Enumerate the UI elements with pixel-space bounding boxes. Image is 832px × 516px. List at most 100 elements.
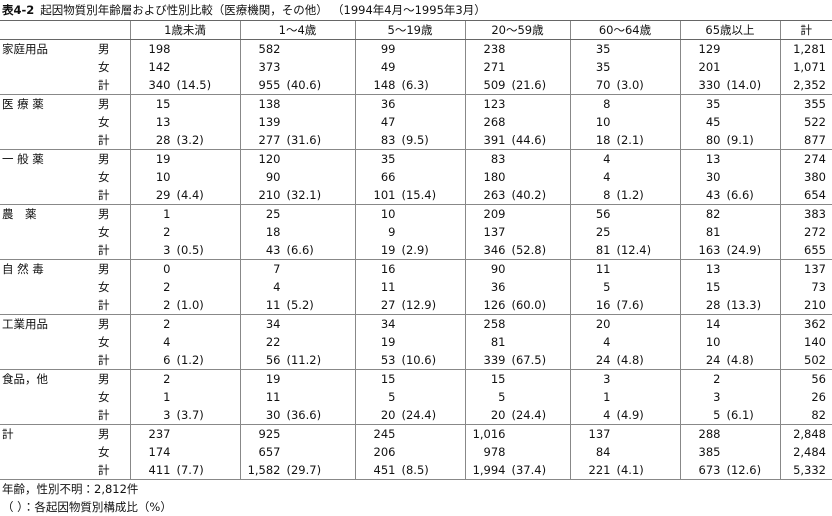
count-cell: 340 (14.5) — [129, 76, 240, 95]
share: (4.4) — [176, 188, 204, 202]
group-name: 農 薬 — [0, 204, 85, 260]
total-cell: 274 — [779, 149, 832, 168]
count: 101 — [373, 188, 396, 202]
count-cell: 35 — [569, 58, 680, 76]
count-cell: 245 — [354, 424, 465, 443]
sex-label: 計 — [85, 76, 130, 95]
count: 391 — [483, 133, 506, 147]
count-cell: 10 — [569, 113, 680, 131]
table-row: 女 1 11 5 5 1 3 26 — [0, 388, 832, 406]
count: 99 — [380, 42, 396, 56]
group-name: 家庭用品 — [0, 39, 85, 95]
count: 43 — [705, 188, 721, 202]
count: 34 — [265, 317, 281, 331]
count-cell: 148 (6.3) — [354, 76, 465, 95]
share: (1.2) — [616, 188, 644, 202]
count: 15 — [155, 97, 171, 111]
count-cell: 83 — [464, 149, 570, 168]
count: 81 — [490, 335, 506, 349]
count-cell: 5 — [569, 278, 680, 296]
count-cell: 30 — [679, 168, 780, 186]
count-cell: 8 (1.2) — [569, 186, 680, 205]
count: 28 — [155, 133, 171, 147]
table-row: 計 2 (1.0) 11 (5.2) 27 (12.9) 126 (60.0) 16 (7.6) 28… — [0, 296, 832, 315]
count: 30 — [265, 408, 281, 422]
share: (2.9) — [401, 243, 429, 257]
count: 330 — [698, 78, 721, 92]
sex-label: 男 — [98, 207, 110, 221]
count: 20 — [490, 408, 506, 422]
table-row: 女 4 22 19 81 4 10 140 — [0, 333, 832, 351]
count: 15 — [705, 280, 721, 294]
share: (14.0) — [726, 78, 762, 92]
share: (14.5) — [176, 78, 212, 92]
table-row: 女 142 373 49 271 35 201 1,071 — [0, 58, 832, 76]
count-cell: 28 (3.2) — [129, 131, 240, 150]
count: 16 — [595, 298, 611, 312]
count: 82 — [705, 207, 721, 221]
count: 5 — [713, 408, 721, 422]
column-header: 1～4歳 — [239, 20, 355, 40]
count: 90 — [490, 262, 506, 276]
count: 11 — [380, 280, 396, 294]
total-cell: 82 — [779, 406, 832, 425]
count: 138 — [258, 97, 281, 111]
count-cell: 1,016 — [464, 424, 570, 443]
share: (6.3) — [401, 78, 429, 92]
count: 27 — [380, 298, 396, 312]
table-row: 女 2 4 11 36 5 15 73 — [0, 278, 832, 296]
header-cell — [0, 20, 130, 40]
share: (32.1) — [286, 188, 322, 202]
total-cell: 2,352 — [779, 76, 832, 95]
column-header: 60～64歳 — [569, 20, 680, 40]
count: 19 — [380, 335, 396, 349]
count-cell: 137 — [569, 424, 680, 443]
count: 385 — [698, 445, 721, 459]
count: 238 — [483, 42, 506, 56]
table-body: 1歳未満 1～4歳 5～19歳 20～59歳 60～64歳 65歳以上計家庭用品男 198 5… — [0, 20, 832, 480]
count: 70 — [595, 78, 611, 92]
count: 43 — [265, 243, 281, 257]
count-cell: 5 (6.1) — [679, 406, 780, 425]
count-cell: 5 — [354, 388, 465, 406]
count: 2 — [163, 317, 171, 331]
count: 20 — [595, 317, 611, 331]
count-cell: 123 — [464, 94, 570, 113]
count: 84 — [595, 445, 611, 459]
count-cell: 258 — [464, 314, 570, 333]
count: 10 — [705, 335, 721, 349]
total-cell: 877 — [779, 131, 832, 150]
count-cell: 43 (6.6) — [239, 241, 355, 260]
count: 978 — [483, 445, 506, 459]
count-cell: 451 (8.5) — [354, 461, 465, 480]
count-cell: 139 — [239, 113, 355, 131]
header-row: 1歳未満 1～4歳 5～19歳 20～59歳 60～64歳 65歳以上計 — [0, 20, 832, 40]
count-cell: 2 — [129, 223, 240, 241]
total-cell: 5,332 — [779, 461, 832, 480]
total-cell: 655 — [779, 241, 832, 260]
total-cell: 56 — [779, 369, 832, 388]
count: 56 — [595, 207, 611, 221]
count-cell: 13 — [679, 149, 780, 168]
total-cell: 355 — [779, 94, 832, 113]
count-cell: 11 — [569, 259, 680, 278]
count-cell: 53 (10.6) — [354, 351, 465, 370]
count: 35 — [595, 42, 611, 56]
count-cell: 206 — [354, 443, 465, 461]
count: 373 — [258, 60, 281, 74]
count: 346 — [483, 243, 506, 257]
count-cell: 1,994 (37.4) — [464, 461, 570, 480]
share: (2.1) — [616, 133, 644, 147]
count-cell: 277 (31.6) — [239, 131, 355, 150]
count-cell: 142 — [129, 58, 240, 76]
share: (12.4) — [616, 243, 652, 257]
count: 5 — [603, 280, 611, 294]
count-cell: 18 (2.1) — [569, 131, 680, 150]
table-title: 起因物質別年齢層および性別比較（医療機関，その他） — [40, 3, 328, 17]
count: 29 — [155, 188, 171, 202]
count: 2 — [163, 225, 171, 239]
count-cell: 28 (13.3) — [679, 296, 780, 315]
count-cell: 47 — [354, 113, 465, 131]
count: 19 — [155, 152, 171, 166]
share: (5.2) — [286, 298, 314, 312]
